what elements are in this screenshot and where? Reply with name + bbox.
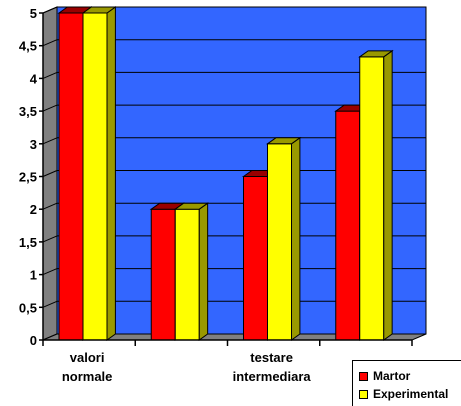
bar-top bbox=[81, 6, 117, 14]
y-tick-label: 0 bbox=[30, 333, 37, 348]
bar-front bbox=[243, 176, 268, 341]
x-category-label: normale bbox=[62, 369, 113, 384]
bar-front bbox=[58, 12, 84, 341]
y-tick-labels: 0 0,5 1 1,5 2 2,5 3 3,5 4 4,5 5 bbox=[19, 6, 38, 348]
bar-front bbox=[174, 208, 200, 341]
y-tick-label: 4 bbox=[30, 71, 38, 86]
legend-label-martor: Martor bbox=[373, 369, 411, 383]
bar-front bbox=[267, 143, 292, 341]
x-category-label: intermediara bbox=[233, 369, 312, 384]
legend-item-martor: Martor bbox=[359, 367, 461, 385]
legend-swatch-martor bbox=[359, 371, 368, 381]
bar-experimental bbox=[173, 202, 210, 341]
bar-front bbox=[359, 56, 385, 341]
x-category-label: testare bbox=[250, 350, 293, 365]
y-tick-label: 1 bbox=[30, 268, 37, 283]
legend-label-experimental: Experimental bbox=[373, 387, 449, 401]
bar-front bbox=[82, 12, 108, 341]
gridline-side bbox=[42, 104, 58, 112]
legend: Martor Experimental bbox=[352, 360, 461, 406]
bar-top bbox=[173, 202, 210, 210]
legend-swatch-experimental bbox=[359, 389, 368, 399]
bar-side bbox=[383, 49, 393, 341]
y-tick-label: 2,5 bbox=[19, 170, 37, 185]
bar-experimental bbox=[358, 49, 394, 341]
y-tick-label: 1,5 bbox=[19, 235, 37, 250]
bar-side bbox=[106, 6, 116, 341]
axes bbox=[39, 12, 413, 346]
gridline-side bbox=[42, 71, 58, 79]
bar-front bbox=[150, 208, 176, 341]
y-tick-label: 0,5 bbox=[19, 300, 37, 315]
y-tick-label: 2 bbox=[30, 202, 37, 217]
bar-top bbox=[265, 137, 302, 145]
x-category-labels: valori normale testare intermediara bbox=[62, 350, 312, 384]
bar-experimental bbox=[81, 6, 117, 341]
y-tick-label: 3,5 bbox=[19, 104, 37, 119]
bar-side bbox=[198, 202, 209, 341]
gridline-side bbox=[42, 6, 58, 14]
y-tick-label: 4,5 bbox=[19, 39, 37, 54]
gridline-side bbox=[42, 39, 58, 47]
bar-front bbox=[335, 110, 361, 341]
bar-experimental bbox=[265, 136, 302, 341]
y-tick-label: 5 bbox=[30, 6, 37, 21]
bar-side bbox=[291, 136, 301, 341]
gridline-side bbox=[42, 137, 58, 145]
bar-top bbox=[358, 50, 394, 58]
y-tick-label: 3 bbox=[30, 137, 37, 152]
legend-item-experimental: Experimental bbox=[359, 385, 461, 403]
x-category-label: valori bbox=[70, 350, 105, 365]
gridline-side bbox=[42, 235, 58, 243]
gridline-side bbox=[42, 300, 58, 308]
gridline-side bbox=[42, 170, 58, 177]
gridline-side bbox=[42, 268, 58, 276]
gridline-side bbox=[42, 202, 58, 210]
